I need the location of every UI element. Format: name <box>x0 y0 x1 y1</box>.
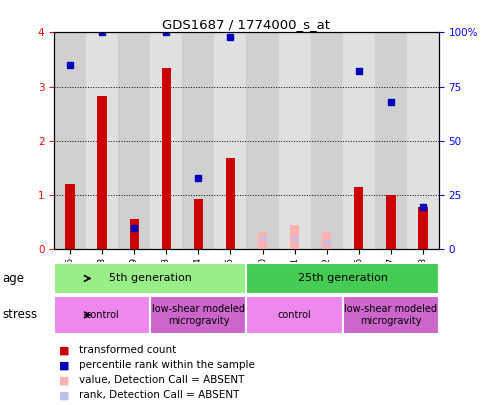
Bar <box>54 296 150 334</box>
Bar <box>343 296 439 334</box>
Bar <box>246 263 439 294</box>
Bar <box>214 32 246 249</box>
Bar <box>407 32 439 249</box>
Text: low-shear modeled
microgravity: low-shear modeled microgravity <box>344 304 437 326</box>
Bar <box>66 184 75 249</box>
Text: ■: ■ <box>59 375 70 385</box>
Bar <box>246 296 343 334</box>
Text: ■: ■ <box>59 345 70 355</box>
Bar <box>322 232 331 249</box>
Bar <box>246 32 279 249</box>
Bar <box>290 225 299 249</box>
Bar <box>118 32 150 249</box>
Bar <box>86 32 118 249</box>
Bar <box>150 32 182 249</box>
Text: control: control <box>85 310 119 320</box>
Text: ■: ■ <box>59 360 70 370</box>
Bar <box>194 199 203 249</box>
Bar <box>354 187 363 249</box>
Text: rank, Detection Call = ABSENT: rank, Detection Call = ABSENT <box>79 390 239 400</box>
Text: 5th generation: 5th generation <box>109 273 192 283</box>
Text: 25th generation: 25th generation <box>298 273 387 283</box>
Bar <box>54 32 86 249</box>
Text: ■: ■ <box>59 390 70 400</box>
Bar <box>226 158 235 249</box>
Bar <box>279 32 311 249</box>
Text: percentile rank within the sample: percentile rank within the sample <box>79 360 255 370</box>
Text: value, Detection Call = ABSENT: value, Detection Call = ABSENT <box>79 375 244 385</box>
Text: control: control <box>278 310 312 320</box>
Text: stress: stress <box>2 308 37 322</box>
Bar <box>311 32 343 249</box>
Title: GDS1687 / 1774000_s_at: GDS1687 / 1774000_s_at <box>163 18 330 31</box>
Text: low-shear modeled
microgravity: low-shear modeled microgravity <box>152 304 245 326</box>
Bar <box>258 232 267 249</box>
Bar <box>418 207 427 249</box>
Bar <box>54 263 246 294</box>
Text: transformed count: transformed count <box>79 345 176 355</box>
Bar <box>162 68 171 249</box>
Bar <box>182 32 214 249</box>
Bar <box>343 32 375 249</box>
Bar <box>98 96 107 249</box>
Bar <box>130 219 139 249</box>
Bar <box>150 296 246 334</box>
Bar <box>386 195 395 249</box>
Text: age: age <box>2 272 25 285</box>
Bar <box>375 32 407 249</box>
